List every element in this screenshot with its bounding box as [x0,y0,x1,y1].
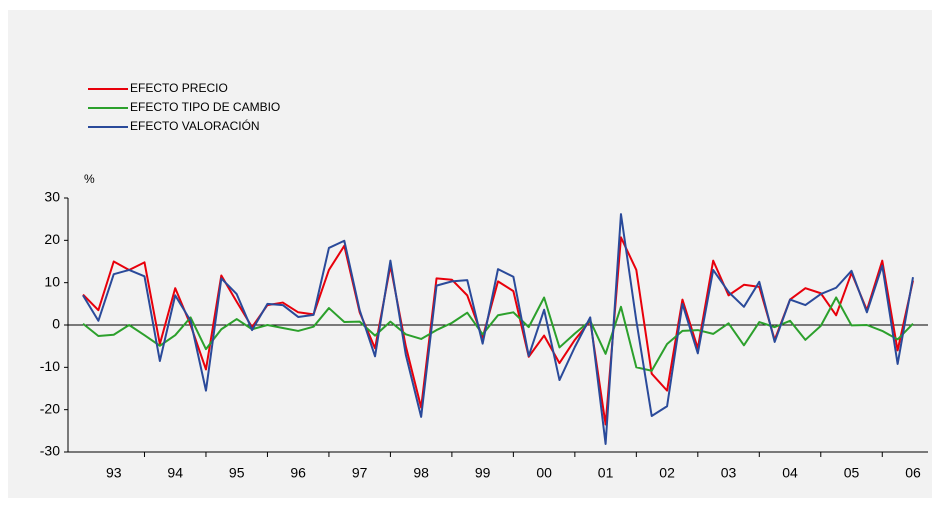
x-tick-label: 03 [721,465,737,481]
x-tick-label: 94 [167,465,183,481]
series-line [82,213,914,445]
series-line [82,296,914,372]
x-tick-label: 93 [106,465,122,481]
x-tick-label: 97 [352,465,368,481]
x-tick-label: 04 [782,465,798,481]
legend-label: EFECTO VALORACIÓN [130,118,260,133]
y-tick-label: 0 [52,316,60,332]
y-tick-label: 10 [44,273,60,289]
y-tick-label: -30 [40,443,60,459]
x-tick-label: 95 [229,465,245,481]
x-tick-label: 98 [413,465,429,481]
legend-label: EFECTO PRECIO [130,81,228,95]
x-tick-label: 99 [475,465,491,481]
x-tick-label: 00 [536,465,552,481]
y-unit: % [84,172,95,186]
y-tick-label: 20 [44,231,60,247]
x-tick-label: 02 [659,465,675,481]
x-tick-label: 05 [844,465,860,481]
y-tick-label: 30 [44,189,60,205]
panel [8,10,932,498]
legend-label: EFECTO TIPO DE CAMBIO [130,100,280,114]
y-tick-label: -20 [40,400,60,416]
x-tick-label: 96 [290,465,306,481]
x-tick-label: 01 [598,465,614,481]
y-tick-label: -10 [40,358,60,374]
x-tick-label: 06 [905,465,921,481]
